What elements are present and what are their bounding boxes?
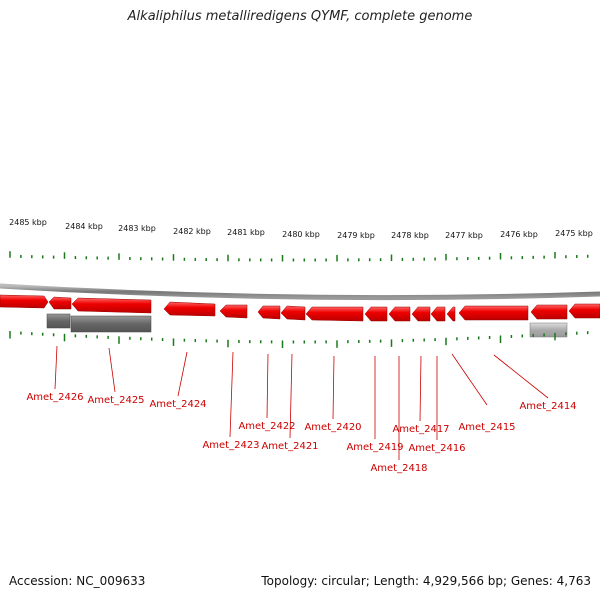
- kbp-label: 2476 kbp: [500, 230, 538, 239]
- kbp-label: 2485 kbp: [9, 218, 47, 227]
- gene-leader-line: [177, 351, 188, 397]
- dark-feature-box[interactable]: [46, 313, 71, 329]
- kbp-label-group: 2485 kbp 2484 kbp 2483 kbp 2482 kbp 2481 kbp…: [9, 218, 593, 240]
- gene-label[interactable]: Amet_2419: [346, 442, 403, 453]
- gene-arrow[interactable]: [219, 304, 248, 319]
- kbp-label: 2483 kbp: [118, 224, 156, 233]
- kbp-label: 2478 kbp: [391, 231, 429, 240]
- gene-arrow[interactable]: [257, 305, 281, 320]
- kbp-label: 2484 kbp: [65, 222, 103, 231]
- outer-tick-ruler: [9, 251, 589, 262]
- gene-leader-line: [54, 345, 58, 390]
- kbp-label: 2480 kbp: [282, 230, 320, 239]
- genome-backbone: [0, 283, 600, 301]
- gene-label[interactable]: Amet_2425: [87, 395, 144, 406]
- gene-arrow[interactable]: [280, 305, 306, 321]
- inner-tick-ruler: [9, 331, 589, 348]
- light-feature-box[interactable]: [529, 322, 568, 338]
- gene-arrow[interactable]: [458, 305, 529, 321]
- gene-leader-line: [289, 353, 293, 439]
- gene-label[interactable]: Amet_2423: [202, 440, 259, 451]
- gene-arrow[interactable]: [71, 297, 152, 314]
- gene-leader-line: [493, 354, 549, 399]
- gene-leader-line: [108, 347, 116, 393]
- gene-arrows: [0, 294, 600, 322]
- accession-text: Accession: NC_009633: [9, 574, 146, 588]
- gene-label[interactable]: Amet_2424: [149, 399, 206, 410]
- kbp-label: 2482 kbp: [173, 227, 211, 236]
- gene-arrow[interactable]: [48, 296, 72, 310]
- gene-arrow[interactable]: [364, 306, 388, 322]
- gene-label-group: Amet_2426 Amet_2425 Amet_2424Amet_2423Amet…: [26, 345, 577, 474]
- gene-arrow[interactable]: [411, 306, 431, 322]
- map-title: Alkaliphilus metalliredigens QYMF, compl…: [127, 9, 473, 24]
- gene-label[interactable]: Amet_2421: [261, 441, 318, 452]
- kbp-label: 2479 kbp: [337, 231, 375, 240]
- gene-arrow[interactable]: [568, 303, 600, 319]
- gene-label[interactable]: Amet_2417: [392, 424, 449, 435]
- gene-label[interactable]: Amet_2420: [304, 422, 361, 433]
- gene-label[interactable]: Amet_2418: [370, 463, 427, 474]
- gene-arrow[interactable]: [530, 304, 568, 320]
- dark-feature-box[interactable]: [70, 315, 152, 333]
- kbp-label: 2475 kbp: [555, 229, 593, 238]
- kbp-label: 2477 kbp: [445, 231, 483, 240]
- gene-arrow[interactable]: [430, 306, 446, 322]
- gene-leader-line: [451, 353, 488, 406]
- gene-arrow[interactable]: [305, 306, 364, 322]
- gene-arrow[interactable]: [446, 306, 456, 322]
- gene-leader-line: [332, 355, 335, 420]
- gene-label[interactable]: Amet_2414: [519, 401, 576, 412]
- kbp-label: 2481 kbp: [227, 228, 265, 237]
- gene-arrow[interactable]: [388, 306, 411, 322]
- gene-label[interactable]: Amet_2422: [238, 421, 295, 432]
- gene-leader-line: [266, 353, 269, 419]
- gene-leader-line: [419, 355, 422, 422]
- gene-leader-line: [229, 351, 234, 438]
- gene-label[interactable]: Amet_2415: [458, 422, 515, 433]
- gene-label[interactable]: Amet_2426: [26, 392, 83, 403]
- genome-summary: Topology: circular; Length: 4,929,566 bp…: [261, 574, 591, 588]
- gene-label[interactable]: Amet_2416: [408, 443, 465, 454]
- gene-arrow[interactable]: [0, 294, 49, 309]
- gene-arrow[interactable]: [163, 301, 216, 317]
